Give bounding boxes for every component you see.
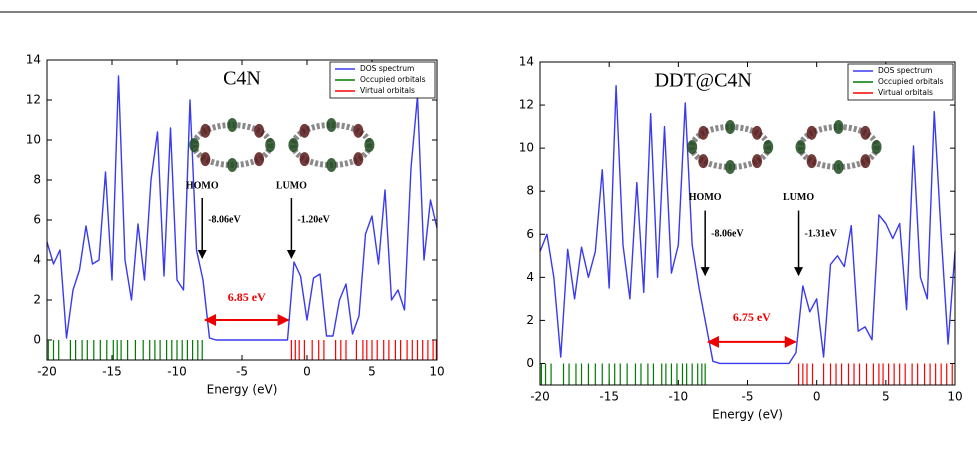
y-tick-label: 0 <box>526 356 534 370</box>
orbital-lobe <box>796 140 806 154</box>
orbital-lobe <box>725 120 735 134</box>
y-tick-label: 4 <box>33 253 41 267</box>
legend-label: DOS spectrum <box>360 64 414 73</box>
y-tick-label: 6 <box>33 213 41 227</box>
orbital-lobe <box>698 126 708 140</box>
x-tick-label: 0 <box>303 365 311 379</box>
y-tick-label: 0 <box>33 333 41 347</box>
y-tick-label: 2 <box>33 293 41 307</box>
orbital-lobe <box>200 124 210 138</box>
y-tick-label: 8 <box>33 173 41 187</box>
x-axis-label: Energy (eV) <box>712 408 783 422</box>
plot-area <box>540 62 955 385</box>
orbital-lobe <box>265 138 275 152</box>
lumo-label: LUMO <box>783 192 814 203</box>
x-tick-label: -20 <box>37 365 57 379</box>
lumo-energy-label: -1.20eV <box>297 214 330 225</box>
orbital-lobe <box>752 126 762 140</box>
y-tick-label: 12 <box>519 98 534 112</box>
x-tick-label: -20 <box>530 390 550 404</box>
orbital-lobe <box>300 124 310 138</box>
orbital-lobe <box>807 126 817 140</box>
x-tick-label: 10 <box>947 390 962 404</box>
orbital-lobe <box>300 152 310 166</box>
x-tick-label: -10 <box>669 390 689 404</box>
orbital-lobe <box>834 160 844 174</box>
orbital-lobe <box>725 160 735 174</box>
x-tick-label: 5 <box>368 365 376 379</box>
legend-label: Virtual orbitals <box>360 86 415 95</box>
orbital-lobe <box>326 158 336 172</box>
y-tick-label: 14 <box>519 55 534 69</box>
figure: 0 2 4 6 8 10 12 14 -20 -15 -10 -5 0 5 10 Energy (eV) C4N… <box>0 0 977 455</box>
orbital-lobe <box>227 118 237 132</box>
orbital-lobe <box>860 126 870 140</box>
orbital-lobe <box>288 138 298 152</box>
x-tick-label: 10 <box>429 365 444 379</box>
orbital-lobe <box>687 140 697 154</box>
gap-label: 6.85 eV <box>228 290 266 304</box>
orbital-lobe <box>326 118 336 132</box>
y-tick-label: 4 <box>526 270 534 284</box>
y-tick-label: 8 <box>526 184 534 198</box>
homo-label: HOMO <box>689 192 722 203</box>
y-tick-label: 6 <box>526 227 534 241</box>
orbital-lobe <box>834 120 844 134</box>
x-tick-label: -5 <box>742 390 754 404</box>
legend-label: Occupied orbitals <box>360 75 426 84</box>
orbital-lobe <box>364 138 374 152</box>
orbital-lobe <box>353 124 363 138</box>
chart-title: DDT@C4N <box>655 70 752 92</box>
orbital-lobe <box>872 140 882 154</box>
x-tick-label: 5 <box>882 390 890 404</box>
orbital-lobe <box>254 124 264 138</box>
homo-label: HOMO <box>186 180 219 191</box>
orbital-lobe <box>254 152 264 166</box>
chart-title: C4N <box>223 68 261 90</box>
orbital-lobe <box>189 138 199 152</box>
x-tick-label: -15 <box>599 390 619 404</box>
y-tick-label: 2 <box>526 313 534 327</box>
y-tick-label: 10 <box>26 133 41 147</box>
orbital-lobe <box>353 152 363 166</box>
lumo-label: LUMO <box>276 180 307 191</box>
y-tick-label: 10 <box>519 141 534 155</box>
y-tick-label: 12 <box>26 93 41 107</box>
plot-area <box>47 60 437 360</box>
homo-energy-label: -8.06eV <box>208 214 241 225</box>
legend-label: Occupied orbitals <box>878 77 944 86</box>
homo-energy-label: -8.06eV <box>711 229 744 240</box>
y-tick-label: 14 <box>26 53 41 67</box>
orbital-lobe <box>763 140 773 154</box>
lumo-energy-label: -1.31eV <box>805 229 838 240</box>
orbital-lobe <box>752 154 762 168</box>
legend-label: DOS spectrum <box>878 66 932 75</box>
orbital-lobe <box>698 154 708 168</box>
x-tick-label: -10 <box>167 365 187 379</box>
x-tick-label: 0 <box>813 390 821 404</box>
orbital-lobe <box>860 154 870 168</box>
orbital-lobe <box>227 158 237 172</box>
x-tick-label: -5 <box>236 365 248 379</box>
orbital-lobe <box>200 152 210 166</box>
x-tick-label: -15 <box>102 365 122 379</box>
orbital-lobe <box>807 154 817 168</box>
legend-label: Virtual orbitals <box>878 88 933 97</box>
gap-label: 6.75 eV <box>733 310 771 324</box>
x-axis-label: Energy (eV) <box>207 383 278 397</box>
